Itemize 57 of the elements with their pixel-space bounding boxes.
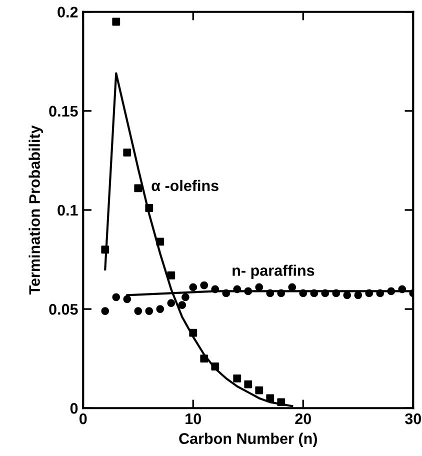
point <box>365 289 374 298</box>
y-tick-label: 0 <box>70 402 78 414</box>
point <box>189 328 198 337</box>
y-tick-label: 0.15 <box>49 106 78 117</box>
point <box>211 362 220 370</box>
point <box>233 374 242 382</box>
point <box>244 380 252 388</box>
point <box>233 285 242 294</box>
point <box>255 283 264 292</box>
point <box>387 287 396 296</box>
point <box>134 184 142 192</box>
point <box>299 289 308 298</box>
point <box>321 289 330 298</box>
y-axis-title: Termination Probability <box>28 125 43 295</box>
annotation: α -olefins <box>152 180 218 192</box>
point <box>101 246 110 254</box>
y-tick-label: 0.05 <box>49 304 78 315</box>
point <box>398 285 406 294</box>
point <box>167 299 176 308</box>
point <box>101 307 110 315</box>
annotation: n- paraffins <box>232 264 314 279</box>
point <box>145 204 154 212</box>
point <box>244 287 252 296</box>
x-tick-label: 30 <box>404 413 422 424</box>
point <box>181 293 190 302</box>
y-tick-label: 0.1 <box>58 204 78 216</box>
y-tick-label: 0.2 <box>58 6 78 18</box>
point <box>167 271 176 280</box>
point <box>134 307 142 315</box>
point <box>112 18 120 26</box>
x-tick-label: 10 <box>186 413 202 424</box>
point <box>112 293 120 302</box>
x-axis-title: Carbon Number (n) <box>179 432 317 448</box>
point <box>156 305 164 314</box>
point <box>200 354 208 363</box>
point <box>156 238 164 246</box>
point <box>332 289 340 298</box>
point <box>343 291 352 300</box>
point <box>145 307 154 315</box>
point <box>310 289 318 298</box>
point <box>222 289 230 298</box>
point <box>123 295 132 304</box>
point <box>277 289 286 298</box>
point <box>266 394 274 402</box>
point <box>288 283 296 292</box>
point <box>211 285 220 294</box>
point <box>376 289 384 298</box>
point <box>266 289 274 298</box>
point <box>189 283 198 292</box>
point <box>200 281 208 290</box>
point <box>123 148 132 156</box>
point <box>277 398 286 406</box>
x-tick-label: 20 <box>295 413 312 424</box>
point <box>354 291 362 300</box>
point <box>178 301 186 310</box>
point <box>255 386 264 394</box>
x-tick-label: 0 <box>79 413 87 424</box>
